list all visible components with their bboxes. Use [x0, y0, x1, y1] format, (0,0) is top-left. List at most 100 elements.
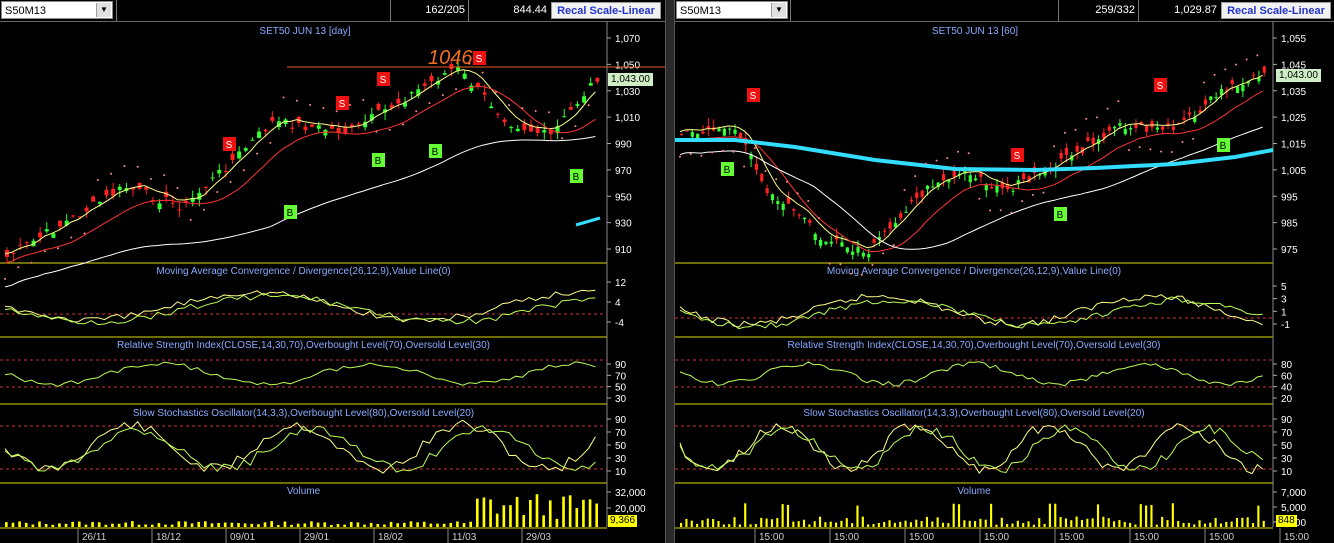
- candlestick: [482, 92, 487, 95]
- candlestick: [754, 163, 759, 171]
- volume-bar: [97, 522, 101, 527]
- candlestick: [164, 191, 169, 198]
- candlestick: [925, 185, 930, 190]
- candlestick: [867, 254, 871, 258]
- sar-dot: [1095, 116, 1098, 119]
- chart-area[interactable]: SET50 JUN 13 [day] Moving Average Converg…: [0, 22, 665, 543]
- candlestick: [1027, 176, 1031, 183]
- volume-bar: [190, 523, 194, 527]
- candlestick: [909, 199, 914, 202]
- volume-bar: [1054, 503, 1057, 527]
- candlestick: [941, 174, 946, 181]
- macd-axis-label: -1: [1281, 320, 1290, 331]
- volume-bar: [91, 522, 94, 527]
- sar-dot: [935, 159, 938, 162]
- chart-pane-left[interactable]: S50M13 ▼ 162/205 844.44 Recal Scale-Line…: [0, 0, 665, 543]
- volume-bar: [1112, 521, 1116, 527]
- volume-bar: [469, 521, 472, 527]
- sar-dot: [415, 110, 418, 113]
- volume-bar: [840, 520, 843, 527]
- ma-mid-line: [679, 90, 1263, 253]
- chart-toolbar-left: S50M13 ▼ 162/205 844.44 Recal Scale-Line…: [0, 0, 665, 22]
- candlestick: [542, 130, 547, 133]
- volume-bar: [542, 515, 545, 527]
- chevron-down-icon[interactable]: ▼: [96, 3, 111, 17]
- candlestick: [776, 201, 780, 204]
- volume-bar: [1230, 521, 1233, 527]
- price-axis-label: 1,055: [1281, 34, 1306, 45]
- volume-bar: [323, 522, 327, 527]
- volume-bar: [456, 521, 459, 527]
- sar-dot: [903, 188, 906, 191]
- candlestick: [963, 169, 967, 174]
- rsi-title: Relative Strength Index(CLOSE,14,30,70),…: [788, 340, 1161, 351]
- chart-area[interactable]: SET50 JUN 13 [60] Moving Average Converge…: [675, 22, 1334, 543]
- sar-dot: [574, 125, 577, 128]
- volume-bar: [818, 516, 822, 527]
- candlestick: [469, 85, 474, 92]
- stoch-k-line: [679, 423, 1264, 475]
- stochastic-axis-label: 90: [1281, 415, 1293, 426]
- candlestick: [893, 223, 898, 228]
- signal-label: S: [380, 75, 387, 86]
- candlestick: [1139, 121, 1143, 126]
- chart-title: SET50 JUN 13 [day]: [259, 26, 350, 37]
- volume-bar: [77, 521, 81, 527]
- symbol-value: S50M13: [5, 5, 46, 17]
- volume-bar: [349, 522, 353, 527]
- volume-bar: [685, 518, 688, 527]
- volume-axis-label: 5,000: [1281, 503, 1306, 514]
- price-axis-label: 930: [615, 219, 632, 230]
- volume-bar: [1096, 504, 1100, 527]
- volume-bar: [1022, 523, 1025, 527]
- pane-splitter[interactable]: [665, 0, 675, 543]
- candlestick: [1161, 126, 1165, 130]
- sar-dot: [1213, 73, 1216, 76]
- volume-axis-label: 32,000: [615, 488, 646, 499]
- stochastic-axis-label: 70: [1281, 428, 1293, 439]
- candlestick: [1070, 155, 1074, 161]
- symbol-select[interactable]: S50M13 ▼: [1, 1, 113, 19]
- volume-bar: [770, 519, 774, 527]
- candlestick: [77, 216, 82, 218]
- date-label: 26/11: [82, 532, 107, 543]
- volume-bar: [1134, 524, 1137, 527]
- sar-dot: [508, 104, 511, 107]
- signal-label: S: [1157, 81, 1164, 92]
- volume-bar: [270, 521, 273, 527]
- volume-bar: [845, 518, 848, 527]
- recal-scale-button[interactable]: Recal Scale-Linear: [551, 2, 661, 19]
- candlestick: [555, 126, 560, 134]
- chevron-down-icon[interactable]: ▼: [771, 3, 786, 17]
- volume-bar: [712, 518, 715, 527]
- sar-dot: [785, 180, 788, 183]
- volume-bar: [754, 524, 757, 527]
- volume-bar: [303, 523, 307, 527]
- volume-bar: [104, 524, 108, 527]
- stochastic-axis-label: 70: [615, 428, 627, 439]
- volume-bar: [925, 516, 929, 527]
- symbol-select[interactable]: S50M13 ▼: [676, 1, 788, 19]
- volume-bar: [177, 521, 181, 527]
- sar-dot: [468, 62, 471, 65]
- candlestick: [582, 96, 587, 103]
- stochastic-axis-label: 30: [1281, 454, 1293, 465]
- candlestick: [1102, 132, 1106, 139]
- recal-scale-button[interactable]: Recal Scale-Linear: [1221, 2, 1331, 19]
- bar-counter: 259/332: [1058, 0, 1138, 21]
- candlestick: [177, 209, 182, 211]
- sar-dot: [1245, 58, 1248, 61]
- sar-dot: [775, 178, 778, 181]
- signal-label: B: [287, 208, 294, 219]
- volume-bar: [283, 521, 287, 527]
- sell-signal-icon: [223, 137, 236, 151]
- volume-bar: [575, 508, 579, 527]
- volume-bar: [436, 523, 439, 527]
- chart-pane-right[interactable]: S50M13 ▼ 259/332 1,029.87 Recal Scale-Li…: [675, 0, 1334, 543]
- sar-dot: [1170, 151, 1173, 154]
- buy-signal-icon: [284, 205, 297, 219]
- candlestick: [872, 239, 876, 243]
- volume-bar: [861, 516, 864, 527]
- candlestick: [1203, 99, 1208, 105]
- price-axis-label: 910: [615, 245, 632, 256]
